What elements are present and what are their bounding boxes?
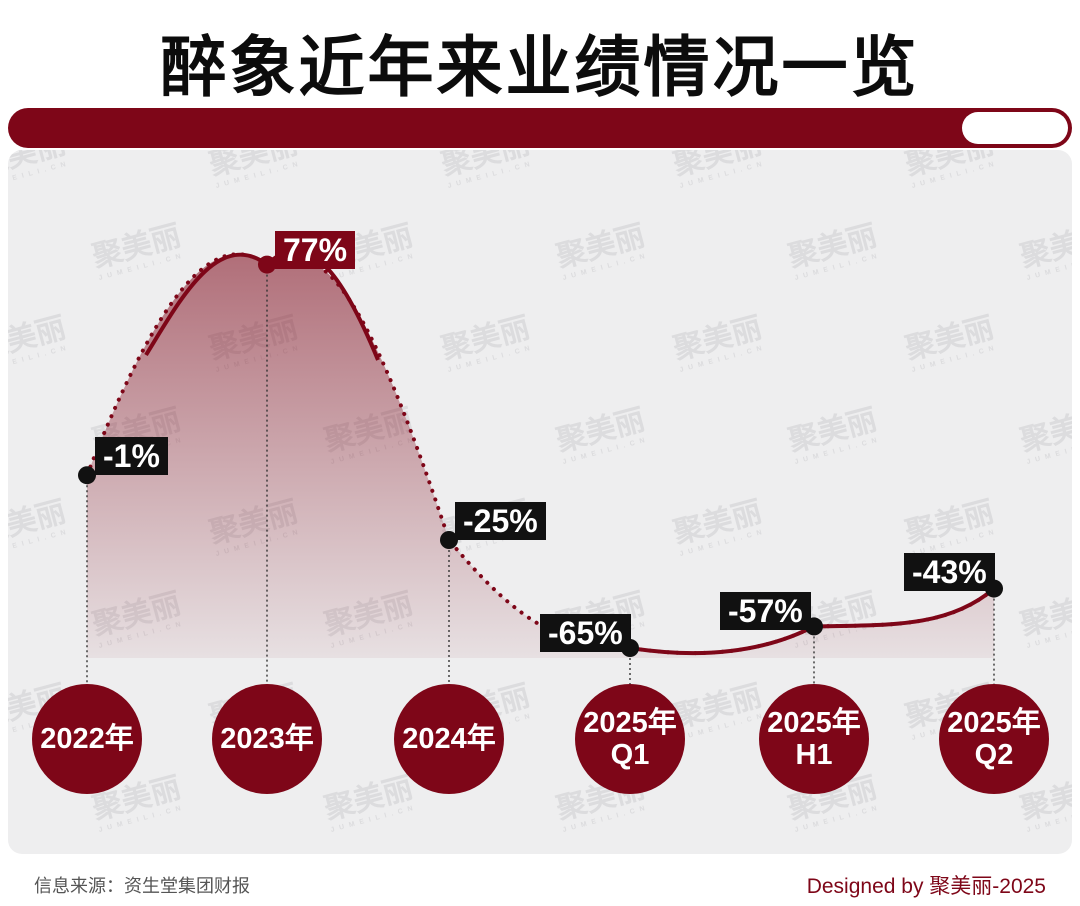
source-note: 信息来源：资生堂集团财报 [34,876,250,896]
value-label-2: -25% [455,502,546,540]
page-title: 醉象近年来业绩情况一览 [160,30,920,104]
category-label-1: 2023年 [212,684,322,794]
area-fill [87,254,994,658]
value-label-4: -57% [720,592,811,631]
header-bar [8,108,1072,148]
chart-panel: 聚美丽 JUMEILI.CN 聚美丽 JUMEILI.CN 聚美丽 JUMEILI.CN 聚… [8,150,1072,854]
line-chart [78,248,1003,739]
category-label-4: 2025年 H1 [759,684,869,794]
series-line-dotted [85,252,996,656]
value-label-0: -1% [95,437,168,476]
designer-credit: Designed by 聚美丽-2025 [806,875,1046,898]
category-label-2: 2024年 [394,684,504,794]
data-point-0 [78,466,96,485]
category-label-3: 2025年 Q1 [575,684,685,794]
category-label-5: 2025年 Q2 [939,684,1049,794]
value-label-3: -65% [540,614,631,652]
value-label-5: -43% [904,552,995,591]
data-point-2 [440,531,458,549]
header-bar-pill [962,112,1068,144]
value-label-1: 77% [275,230,356,269]
data-point-1 [258,255,276,274]
category-label-0: 2022年 [32,684,142,794]
